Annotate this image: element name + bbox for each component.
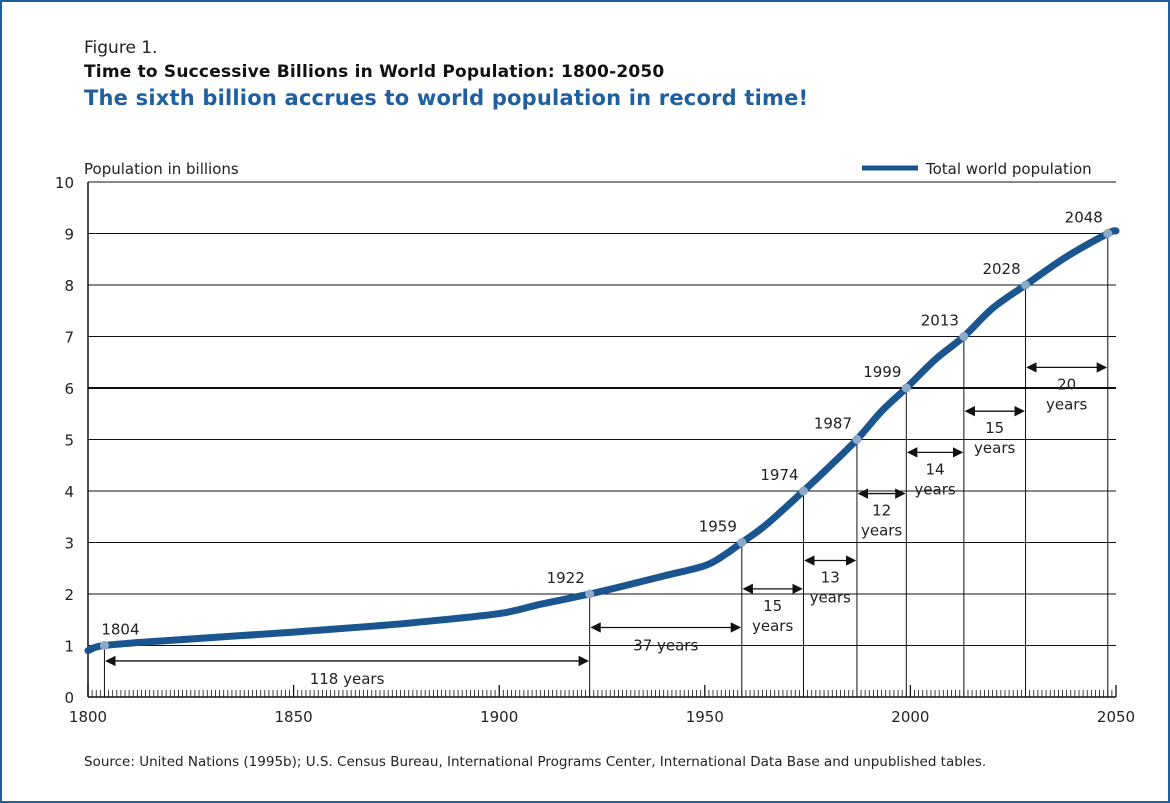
interval-label: 14	[926, 460, 945, 478]
milestone-label-2028: 2028	[982, 260, 1020, 278]
y-tick-label: 6	[64, 380, 74, 398]
legend-label: Total world population	[925, 160, 1092, 178]
y-tick-label: 4	[64, 483, 74, 501]
milestone-label-1922: 1922	[547, 569, 585, 587]
y-tick-label: 0	[64, 689, 74, 707]
interval-label: 12	[872, 502, 891, 520]
milestone-label-1804: 1804	[101, 621, 139, 639]
x-tick-label: 2050	[1097, 708, 1135, 726]
milestone-label-2048: 2048	[1065, 209, 1103, 227]
x-tick-label: 1950	[686, 708, 724, 726]
interval-label: 37 years	[633, 636, 698, 654]
milestone-marker-1999	[901, 383, 911, 393]
milestone-marker-2013	[959, 332, 969, 341]
population-line	[84, 227, 1120, 655]
interval-label: 13	[821, 569, 840, 587]
legend: Total world population	[862, 160, 1092, 178]
milestone-drop-lines	[103, 233, 1109, 697]
milestone-label-1959: 1959	[699, 518, 737, 536]
interval-label: 15	[985, 419, 1004, 437]
interval-label: years	[1046, 395, 1087, 413]
y-tick-label: 9	[64, 226, 74, 244]
x-tick-label: 2000	[891, 708, 929, 726]
milestone-label-1999: 1999	[863, 363, 901, 381]
y-tick-label: 5	[64, 432, 74, 450]
milestone-marker-1804	[99, 641, 109, 650]
interval-label: years	[974, 439, 1015, 457]
y-tick-label: 7	[64, 329, 74, 347]
milestone-marker-1987	[852, 435, 862, 444]
grid-lines	[88, 181, 1116, 646]
source-note: Source: United Nations (1995b); U.S. Cen…	[84, 754, 987, 770]
milestone-marker-1974	[798, 486, 808, 496]
interval-label: years	[861, 522, 902, 540]
interval-label: 118 years	[310, 670, 385, 688]
series-line	[84, 227, 1120, 655]
interval-label: 20	[1057, 375, 1076, 393]
milestone-label-1974: 1974	[760, 466, 798, 484]
chart-subtitle: The sixth billion accrues to world popul…	[84, 86, 809, 110]
x-tick-label: 1850	[275, 708, 313, 726]
milestone-label-2013: 2013	[921, 312, 959, 330]
interval-label: 15	[763, 597, 782, 615]
milestone-marker-2028	[1021, 280, 1031, 290]
figure-label: Figure 1.	[84, 38, 158, 58]
chart-title: Time to Successive Billions in World Pop…	[84, 62, 665, 82]
y-tick-label: 2	[64, 586, 74, 604]
y-axis-label: Population in billions	[84, 160, 239, 178]
y-tick-label: 8	[64, 277, 74, 295]
x-tick-label: 1800	[69, 708, 107, 726]
milestone-marker-2048	[1103, 229, 1113, 238]
x-tick-label: 1900	[480, 708, 518, 726]
y-tick-label: 10	[55, 174, 74, 192]
y-tick-label: 3	[64, 535, 74, 553]
interval-label: years	[752, 617, 793, 635]
interval-label: years	[914, 480, 955, 498]
milestone-marker-1959	[737, 538, 747, 547]
interval-annotations: 118 years 37 years 15 years 13 years 12 years 14…	[105, 362, 1108, 688]
interval-label: years	[810, 589, 851, 607]
y-tick-label: 1	[64, 638, 74, 656]
milestone-marker-1922	[585, 589, 595, 599]
milestone-label-1987: 1987	[814, 415, 852, 433]
